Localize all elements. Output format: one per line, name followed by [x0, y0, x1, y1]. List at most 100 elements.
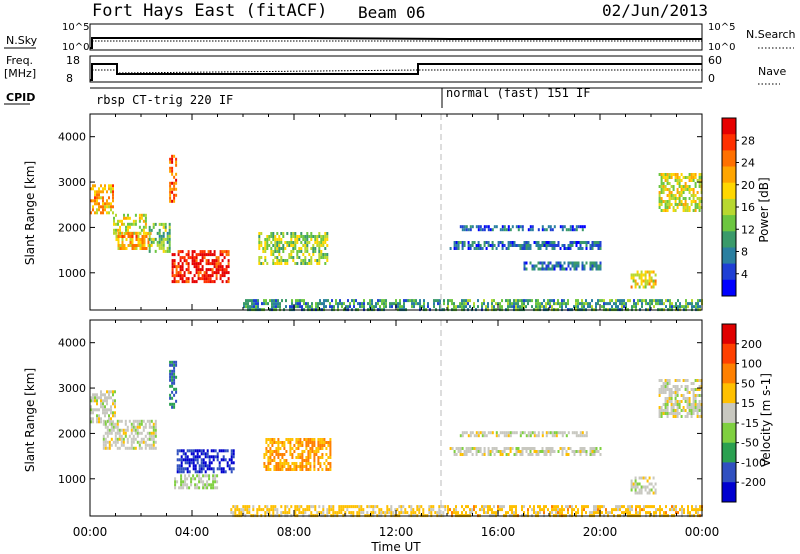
- velocity-cell: [479, 508, 481, 512]
- velocity-cell: [678, 406, 681, 409]
- power-cell: [119, 244, 122, 247]
- velocity-cell: [690, 388, 693, 391]
- power-cell: [201, 268, 204, 272]
- velocity-cell: [317, 459, 320, 462]
- power-cell: [123, 222, 125, 226]
- power-cell: [611, 305, 613, 309]
- velocity-cell: [547, 447, 550, 450]
- velocity-cell: [350, 505, 353, 509]
- power-cell: [308, 235, 311, 238]
- power-cell: [599, 247, 602, 250]
- velocity-cell: [515, 508, 517, 512]
- velocity-cell: [334, 511, 337, 515]
- velocity-cell: [118, 431, 121, 435]
- power-cell: [171, 187, 174, 191]
- power-cell: [491, 247, 494, 250]
- velocity-cell: [315, 450, 318, 453]
- velocity-cell: [232, 467, 235, 471]
- velocity-cell: [527, 511, 529, 515]
- power-cell: [505, 228, 508, 232]
- velocity-cell: [269, 468, 272, 471]
- power-cell: [112, 199, 114, 203]
- power-patch: [115, 232, 152, 250]
- velocity-cell: [180, 464, 183, 468]
- power-cell: [187, 256, 190, 260]
- power-cell: [571, 264, 574, 268]
- velocity-cell: [644, 488, 647, 492]
- power-cell: [308, 241, 311, 244]
- velocity-cell: [674, 385, 677, 388]
- velocity-cell: [190, 483, 193, 487]
- velocity-cell: [273, 456, 276, 459]
- velocity-cell: [521, 505, 523, 509]
- velocity-cell: [104, 405, 106, 409]
- velocity-cell: [263, 462, 266, 465]
- power-cell: [527, 241, 530, 244]
- velocity-cell: [672, 409, 675, 412]
- power-cell: [569, 244, 572, 247]
- velocity-cell: [302, 508, 305, 512]
- power-cell: [264, 256, 267, 259]
- velocity-cell: [178, 486, 181, 490]
- velocity-cell: [194, 483, 197, 487]
- velocity-cell: [285, 462, 288, 465]
- velocity-cell: [374, 511, 377, 515]
- power-cell: [117, 235, 120, 238]
- power-cell: [168, 240, 171, 244]
- velocity-cell: [672, 406, 675, 409]
- velocity-cell: [527, 453, 530, 456]
- velocity-cell: [118, 419, 121, 423]
- power-cell: [317, 305, 319, 309]
- power-cell: [698, 209, 701, 212]
- velocity-cell: [344, 511, 347, 515]
- power-cell: [134, 213, 137, 217]
- velocity-cell: [658, 394, 661, 397]
- power-cell: [280, 241, 283, 244]
- velocity-cell: [681, 511, 683, 515]
- velocity-cell: [694, 379, 697, 382]
- power-cell: [499, 302, 501, 306]
- power-cell: [551, 228, 554, 232]
- velocity-cell: [430, 508, 433, 512]
- power-cell: [660, 182, 663, 185]
- power-cell: [181, 250, 184, 254]
- velocity-colorbar-swatch: [722, 422, 736, 444]
- power-cell: [535, 264, 538, 268]
- velocity-cell: [473, 505, 475, 509]
- velocity-cell: [677, 511, 679, 515]
- power-cell: [439, 299, 441, 303]
- velocity-cell: [146, 437, 149, 441]
- power-cell: [171, 199, 174, 203]
- power-cell: [173, 187, 176, 191]
- velocity-cell: [444, 508, 447, 512]
- power-cell: [326, 232, 329, 235]
- velocity-cell: [293, 462, 296, 465]
- velocity-cell: [561, 431, 564, 435]
- power-cell: [453, 241, 456, 244]
- velocity-cell: [559, 447, 562, 450]
- velocity-cell: [420, 505, 423, 509]
- power-colorbar-tick-label: 24: [741, 157, 755, 170]
- beam-label: Beam 06: [358, 3, 425, 22]
- power-cell: [258, 262, 261, 265]
- power-cell: [577, 261, 580, 265]
- velocity-cell: [287, 462, 290, 465]
- velocity-cell: [632, 482, 635, 486]
- velocity-cell: [192, 452, 195, 456]
- velocity-cell: [295, 456, 298, 459]
- power-cell: [217, 256, 220, 260]
- power-cell: [325, 305, 327, 309]
- velocity-cell: [267, 465, 270, 468]
- velocity-cell: [330, 505, 333, 509]
- velocity-cell: [305, 456, 308, 459]
- velocity-cell: [190, 458, 193, 462]
- power-cell: [668, 197, 671, 200]
- power-cell: [680, 194, 683, 197]
- power-cell: [664, 173, 667, 176]
- velocity-cell: [283, 444, 286, 447]
- velocity-cell: [376, 505, 379, 509]
- velocity-cell: [531, 508, 533, 512]
- power-cell: [295, 305, 297, 309]
- velocity-cell: [281, 444, 284, 447]
- power-cell: [257, 302, 259, 306]
